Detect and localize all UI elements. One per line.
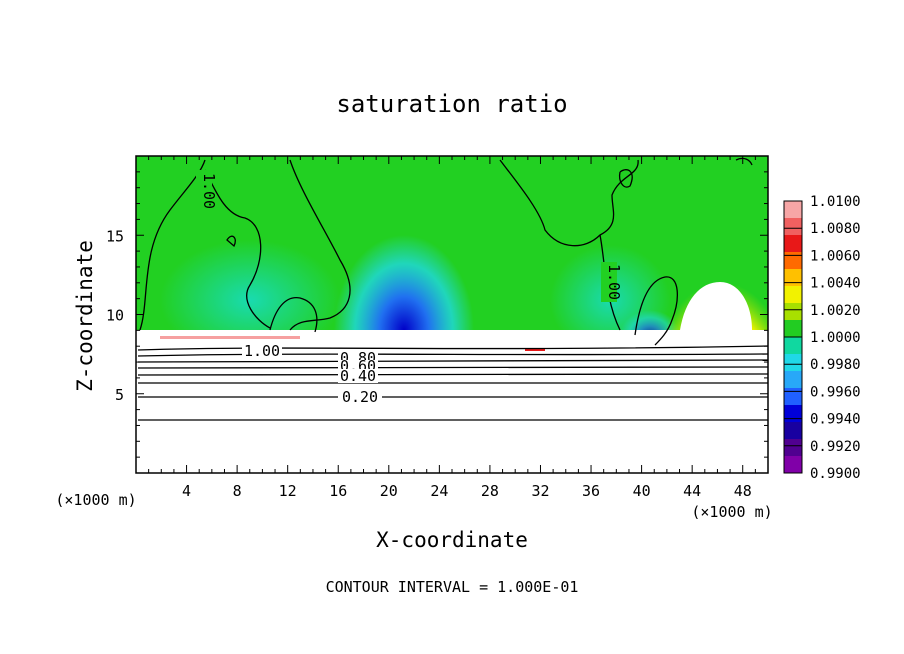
colorbar-band bbox=[784, 371, 802, 389]
contour-line bbox=[499, 159, 639, 247]
colorbar-band bbox=[784, 303, 802, 321]
contour-line bbox=[226, 235, 236, 248]
contour-line bbox=[634, 276, 678, 346]
colorbar-label: 1.0060 bbox=[810, 248, 861, 264]
contour-line bbox=[139, 159, 206, 331]
colorbar-band bbox=[784, 320, 802, 338]
x-tick-label: 20 bbox=[380, 482, 398, 500]
contour-label: 0.20 bbox=[342, 388, 378, 406]
contour-label-box bbox=[338, 390, 382, 404]
colorbar-band bbox=[784, 354, 802, 372]
contour-line bbox=[735, 157, 753, 166]
colorbar-band bbox=[784, 286, 802, 304]
colorbar-label: 0.9940 bbox=[810, 412, 861, 428]
colorbar-band bbox=[784, 388, 802, 406]
colorbar-band bbox=[784, 218, 802, 236]
contour-label-box bbox=[338, 369, 378, 383]
x-tick-label: 8 bbox=[233, 482, 242, 500]
contour-label-box bbox=[601, 262, 617, 302]
x-tick-label: 24 bbox=[430, 482, 448, 500]
contour-line bbox=[137, 366, 768, 369]
x-tick-label: 16 bbox=[329, 482, 347, 500]
y-tick-label: 15 bbox=[106, 227, 124, 245]
y-axis: 5 10 15 bbox=[106, 171, 768, 458]
contour-line bbox=[204, 169, 271, 329]
contour-label-box bbox=[196, 170, 212, 212]
y-tick-label: 10 bbox=[106, 307, 124, 325]
x-unit-label-right: (×1000 m) bbox=[691, 503, 772, 521]
colorbar-label: 1.0040 bbox=[810, 276, 861, 292]
colorbar-label: 0.9960 bbox=[810, 384, 861, 400]
cloud-base-wisps bbox=[145, 330, 320, 356]
colorbar-label: 1.0100 bbox=[810, 194, 861, 210]
cloud-base-wisps bbox=[525, 348, 545, 351]
contour-line bbox=[618, 169, 633, 188]
plot-area: 1.00 1.00 1.00 0.80 0.60 0.40 0.20 bbox=[136, 156, 768, 473]
contour-line bbox=[289, 159, 351, 331]
cloud-base-wisps bbox=[160, 336, 300, 339]
contour-line bbox=[269, 297, 318, 333]
contour-label: 0.40 bbox=[340, 367, 376, 385]
colorbar-band bbox=[784, 456, 802, 474]
contour-label: 1.00 bbox=[200, 173, 218, 209]
cloud-core bbox=[680, 282, 752, 330]
colorbar-band bbox=[784, 337, 802, 355]
contour-line bbox=[137, 345, 768, 351]
contour-label: 1.00 bbox=[244, 342, 280, 360]
x-tick-label: 12 bbox=[279, 482, 297, 500]
colorbar-band bbox=[784, 201, 802, 219]
contour-line bbox=[137, 373, 768, 376]
x-tick-label: 4 bbox=[182, 482, 191, 500]
x-unit-label-left: (×1000 m) bbox=[55, 491, 136, 509]
x-tick-label: 32 bbox=[531, 482, 549, 500]
y-tick-label: 5 bbox=[115, 386, 124, 404]
colorbar: 1.0100 1.0080 1.0060 1.0040 1.0020 1.0000 0.99… bbox=[783, 194, 861, 482]
x-tick-label: 40 bbox=[633, 482, 651, 500]
colorbar-label: 0.9920 bbox=[810, 439, 861, 455]
x-axis-label: X-coordinate bbox=[376, 528, 528, 552]
colorbar-label: 0.9980 bbox=[810, 357, 861, 373]
x-tick-label: 44 bbox=[683, 482, 701, 500]
colorbar-band bbox=[784, 422, 802, 440]
x-tick-label: 48 bbox=[734, 482, 752, 500]
contour-lines bbox=[137, 157, 768, 422]
contour-interval-note: CONTOUR INTERVAL = 1.000E-01 bbox=[326, 578, 579, 596]
colorbar-label: 1.0080 bbox=[810, 221, 861, 237]
x-axis: 4 8 12 16 20 24 28 32 36 40 44 48 bbox=[148, 156, 756, 500]
chart-title: saturation ratio bbox=[336, 90, 567, 118]
x-tick-label: 36 bbox=[582, 482, 600, 500]
colorbar-band bbox=[784, 405, 802, 423]
colorbar-label: 1.0020 bbox=[810, 303, 861, 319]
colorbar-label: 1.0000 bbox=[810, 330, 861, 346]
contour-label: 1.00 bbox=[605, 264, 623, 300]
colorbar-band bbox=[784, 439, 802, 457]
colorbar-band bbox=[784, 269, 802, 287]
colorbar-band bbox=[784, 235, 802, 253]
x-tick-label: 28 bbox=[481, 482, 499, 500]
colorbar-label: 0.9900 bbox=[810, 466, 861, 482]
colorbar-band bbox=[784, 252, 802, 270]
contour-line bbox=[137, 359, 768, 363]
contour-line bbox=[137, 353, 768, 357]
contour-label-box bbox=[242, 344, 282, 358]
y-axis-label: Z-coordinate bbox=[73, 240, 97, 392]
